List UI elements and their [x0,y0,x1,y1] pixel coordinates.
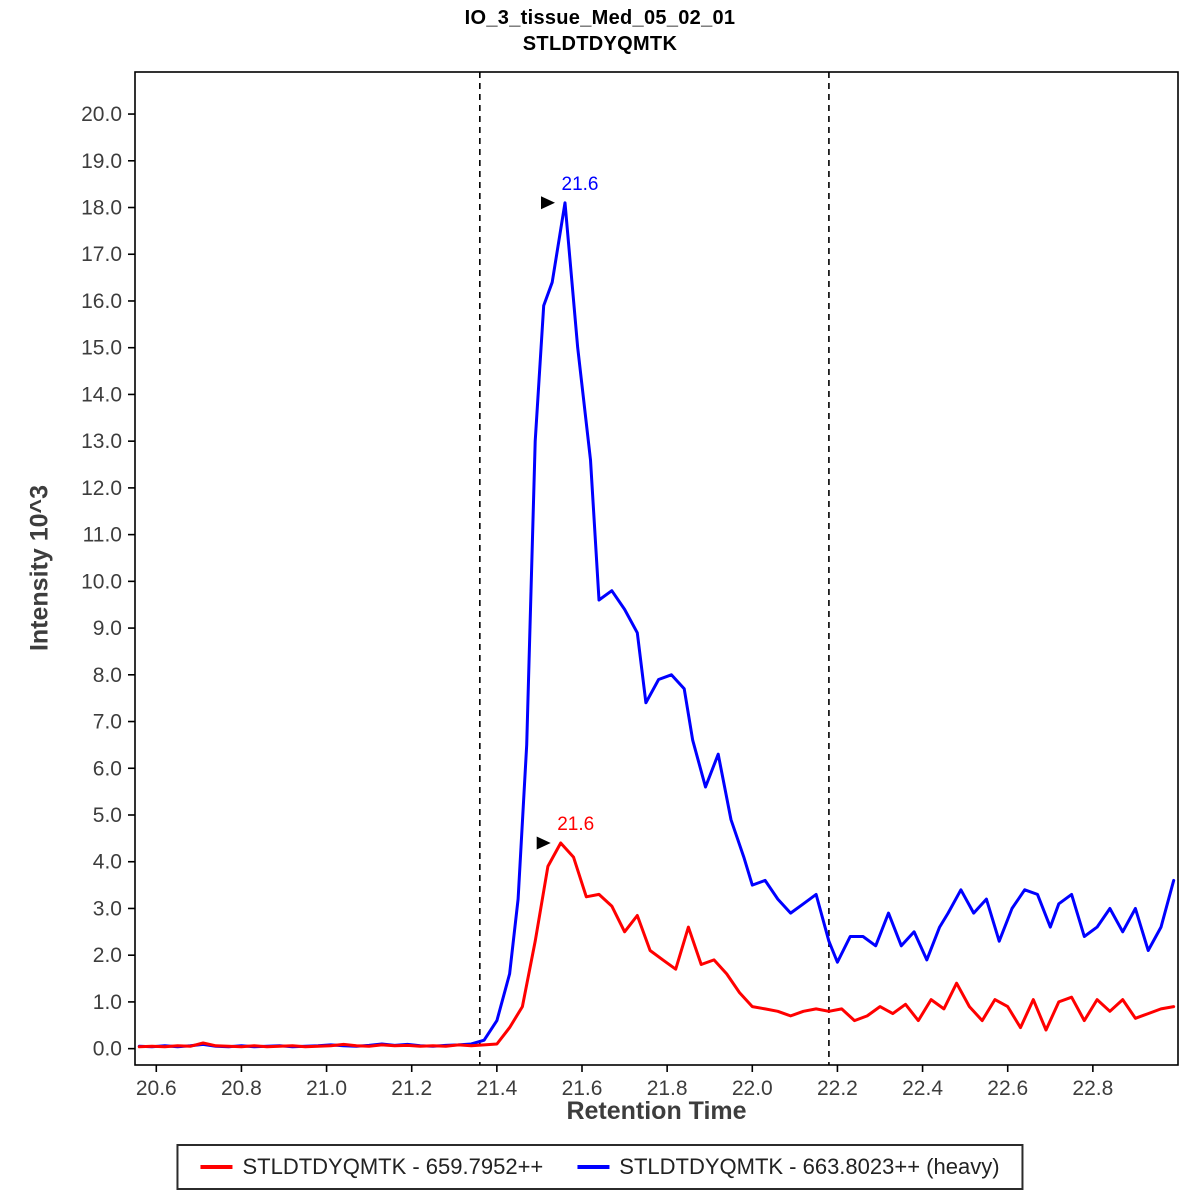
x-tick-label: 21.4 [476,1077,517,1100]
y-tick-label: 3.0 [93,897,122,920]
chart-title-line2: STLDTDYQMTK [522,33,678,55]
y-tick-label: 9.0 [93,617,122,640]
x-tick-label: 22.0 [732,1077,773,1100]
y-tick-label: 17.0 [81,243,122,266]
y-tick-label: 12.0 [81,477,122,500]
chart-title: IO_3_tissue_Med_05_02_01 STLDTDYQMTK [0,5,1200,57]
peak-apex-arrow [536,836,551,850]
chromatogram-trace [137,201,1176,1049]
y-tick-label: 8.0 [93,664,122,687]
x-tick-label: 20.6 [136,1077,177,1100]
y-tick-label: 4.0 [93,851,122,874]
x-axis-label: Retention Time [566,1097,747,1125]
y-tick-label: 7.0 [93,711,122,734]
peak-apex-label: 21.6 [562,174,599,195]
x-tick-label: 20.8 [221,1077,262,1100]
y-tick-label: 10.0 [81,570,122,593]
y-tick-label: 13.0 [81,430,122,453]
red-line-swatch [200,1165,233,1169]
y-tick-label: 0.0 [93,1038,122,1061]
y-tick-label: 20.0 [81,103,122,126]
y-tick-label: 18.0 [81,197,122,220]
x-tick-label: 22.6 [987,1077,1028,1100]
x-tick-label: 21.6 [562,1077,603,1100]
legend: STLDTDYQMTK - 659.7952++ STLDTDYQMTK - 6… [176,1144,1024,1190]
x-tick-label: 22.2 [817,1077,858,1100]
y-tick-label: 1.0 [93,991,122,1014]
legend-item-heavy: STLDTDYQMTK - 663.8023++ (heavy) [577,1154,1000,1180]
y-tick-label: 11.0 [83,524,122,547]
x-tick-label: 22.4 [902,1077,943,1100]
legend-label-light: STLDTDYQMTK - 659.7952++ [242,1154,544,1179]
y-tick-label: 19.0 [81,150,122,173]
peak-apex-arrow [541,196,555,210]
legend-label-heavy: STLDTDYQMTK - 663.8023++ (heavy) [619,1154,1000,1179]
x-tick-label: 21.2 [391,1077,432,1100]
y-tick-label: 15.0 [81,337,122,360]
y-tick-label: 2.0 [93,944,122,967]
y-tick-label: 16.0 [81,290,122,313]
y-tick-label: 6.0 [93,757,122,780]
y-tick-label: 5.0 [93,804,122,827]
x-tick-label: 21.0 [306,1077,347,1100]
chromatogram-trace [137,841,1176,1049]
peak-apex-label: 21.6 [557,814,594,835]
x-tick-label: 21.8 [647,1077,688,1100]
legend-item-light: STLDTDYQMTK - 659.7952++ [200,1154,543,1180]
y-tick-label: 14.0 [81,383,122,406]
x-tick-label: 22.8 [1072,1077,1113,1100]
plot-border [134,71,1179,1066]
y-axis-label: Intensity 10^3 [25,484,54,652]
chart-title-line1: IO_3_tissue_Med_05_02_01 [464,7,736,29]
blue-line-swatch [577,1165,610,1169]
